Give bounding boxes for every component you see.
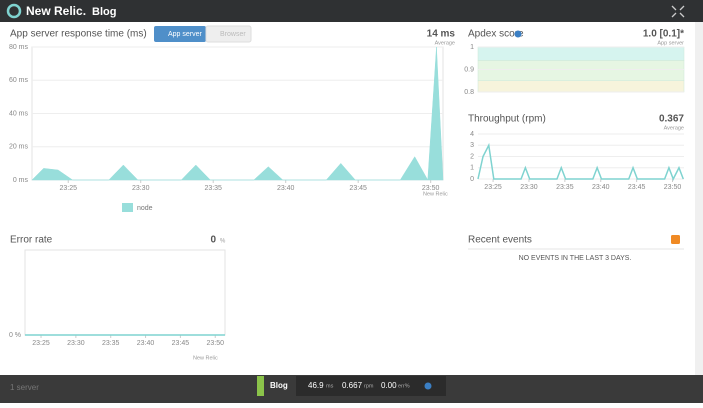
tab-label: Browser <box>220 31 246 38</box>
y-tick-label: 2 <box>470 153 474 160</box>
tab-active[interactable] <box>154 26 206 42</box>
x-tick-label: 23:50 <box>664 184 682 191</box>
x-tick-label: 23:45 <box>172 340 190 347</box>
x-tick-label: 23:25 <box>59 185 77 192</box>
x-tick-label: 23:25 <box>32 340 50 347</box>
summary-label: Average <box>664 125 684 131</box>
y-tick-label: 1 <box>470 165 474 172</box>
panel-title: Throughput (rpm) <box>468 114 546 125</box>
y-tick-label: 0 ms <box>13 177 29 184</box>
x-tick-label: 23:50 <box>422 185 440 192</box>
x-tick-label: 23:30 <box>67 340 85 347</box>
summary: 0 <box>210 235 216 246</box>
panel-title: Apdex score <box>468 29 524 40</box>
tab-disabled[interactable] <box>205 25 252 43</box>
expand-icon[interactable] <box>671 5 685 18</box>
metric-unit: ms <box>326 383 334 389</box>
y-tick-label: 3 <box>470 142 474 149</box>
y-tick-label: 1 <box>470 44 474 51</box>
events-box: NO EVENTS IN THE LAST 3 DAYS. <box>518 255 632 262</box>
x-tick-label: 23:30 <box>520 184 538 191</box>
help-icon[interactable] <box>424 382 432 390</box>
summary-label: Average <box>435 40 455 46</box>
y-tick-label: 0.9 <box>464 66 474 73</box>
legend-swatch <box>122 203 133 212</box>
panel-title: Error rate <box>10 235 53 246</box>
plot-frame <box>24 249 226 336</box>
x-tick-label: 23:30 <box>132 185 150 192</box>
health-indicator <box>257 376 264 396</box>
events-message: NO EVENTS IN THE LAST 3 DAYS. <box>518 255 632 262</box>
watermark: New Relic <box>193 355 218 361</box>
summary-label: App server <box>657 40 684 46</box>
y-tick-label: 4 <box>470 131 474 138</box>
summary: 0.367 <box>659 114 684 125</box>
footer-app: Blog <box>270 381 288 390</box>
rss-icon[interactable] <box>671 235 680 244</box>
x-tick-label: 23:35 <box>204 185 222 192</box>
panel-title: App server response time (ms) <box>10 29 147 40</box>
metric-unit: err% <box>398 383 410 389</box>
app-name: Blog <box>92 6 116 18</box>
x-tick-label: 23:50 <box>206 340 224 347</box>
footer-metrics <box>296 376 446 396</box>
x-tick-label: 23:40 <box>137 340 155 347</box>
summary: 1.0 [0.1]* <box>643 29 684 40</box>
y-tick-label: 60 ms <box>9 77 29 84</box>
x-tick-label: 23:25 <box>484 184 502 191</box>
x-tick-label: 23:45 <box>628 184 646 191</box>
metric: 46.9 <box>308 381 324 390</box>
y-tick-label: 0 <box>470 176 474 183</box>
logo <box>6 3 22 19</box>
footer-servers: 1 server <box>10 383 39 392</box>
line <box>477 142 684 181</box>
area <box>31 46 444 181</box>
watermark: New Relic <box>423 191 448 197</box>
y-tick-label: 0.8 <box>464 89 474 96</box>
x-tick-label: 23:35 <box>556 184 574 191</box>
x-tick-label: 23:40 <box>277 185 295 192</box>
y-tick-label: 40 ms <box>9 110 29 117</box>
y-tick-label: 20 ms <box>9 144 29 151</box>
metric: 0.667 <box>342 381 363 390</box>
x-tick-label: 23:35 <box>102 340 120 347</box>
apdex-band <box>477 46 685 61</box>
apdex-band <box>477 80 685 93</box>
panel-title: Recent events <box>468 235 532 246</box>
tab-label: App server <box>168 31 203 38</box>
y-tick-label: 80 ms <box>9 44 29 51</box>
summary-unit: % <box>220 239 226 245</box>
x-tick-label: 23:45 <box>349 185 367 192</box>
header-bar <box>0 0 703 22</box>
legend-label: node <box>137 205 153 212</box>
apdex-band <box>477 60 685 81</box>
scrollbar <box>695 22 703 375</box>
metric-unit: rpm <box>364 383 374 389</box>
brand: New Relic. <box>26 4 86 18</box>
x-tick-label: 23:40 <box>592 184 610 191</box>
help-icon[interactable] <box>514 30 522 38</box>
metric: 0.00 <box>381 381 397 390</box>
y-tick-label: 0 % <box>9 332 21 339</box>
summary: 14 ms <box>427 29 456 40</box>
